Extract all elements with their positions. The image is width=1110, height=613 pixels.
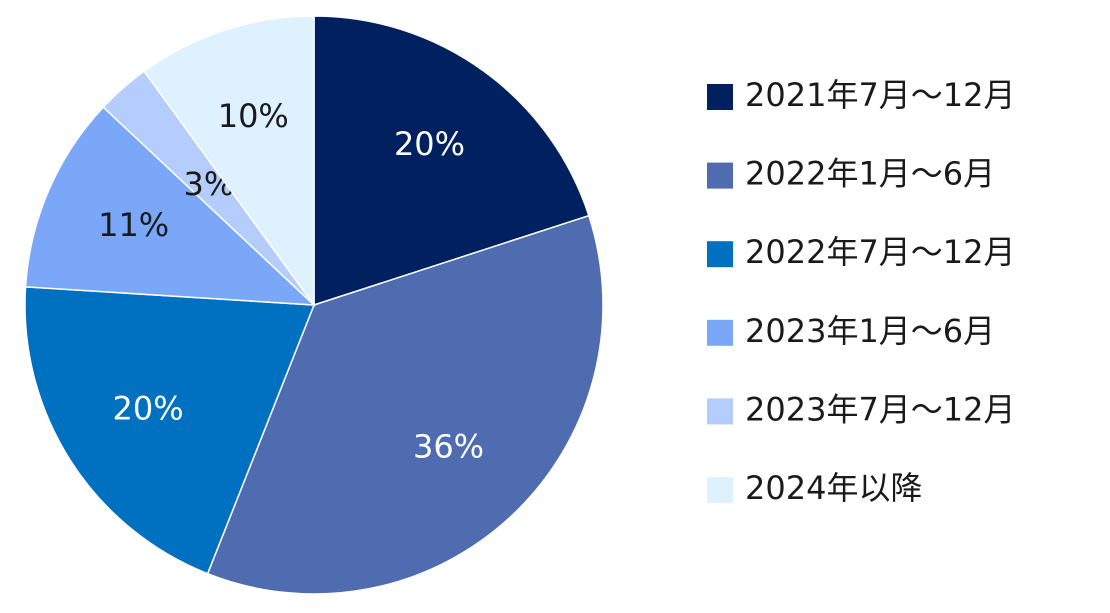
legend-label: 2022年1月～6月 <box>745 155 995 193</box>
legend-swatch <box>707 162 733 189</box>
pie-slice <box>24 286 316 575</box>
legend-label: 2022年7月～12月 <box>745 233 1016 271</box>
pie-slice <box>24 106 317 306</box>
legend-swatch <box>707 241 733 268</box>
legend-swatch <box>707 477 733 503</box>
data-label: 20% <box>394 125 465 163</box>
legend-swatch <box>707 398 733 425</box>
pie-slice <box>143 15 315 308</box>
legend-label: 2021年7月～12月 <box>745 76 1016 114</box>
pie-slice <box>206 214 604 595</box>
legend-swatch <box>707 319 733 346</box>
pie-slice <box>313 15 590 307</box>
legend-label: 2023年1月～6月 <box>745 312 995 350</box>
legend-swatch <box>707 84 733 110</box>
legend-label: 2024年以降 <box>745 469 922 507</box>
data-label: 11% <box>98 206 169 244</box>
data-label: 20% <box>113 389 184 427</box>
data-label: 10% <box>218 97 289 135</box>
data-label: 36% <box>413 427 484 465</box>
legend-label: 2023年7月～12月 <box>745 390 1016 428</box>
